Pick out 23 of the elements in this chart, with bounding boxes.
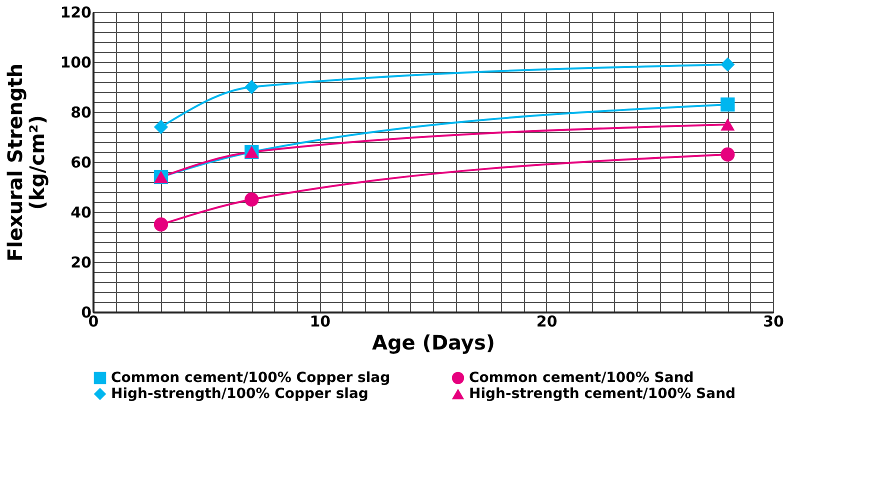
point bbox=[720, 57, 735, 72]
y-tick-label: 80 bbox=[70, 104, 92, 122]
legend-label: High-strength/100% Copper slag bbox=[111, 386, 368, 402]
x-tick-label: 30 bbox=[763, 312, 784, 330]
point bbox=[244, 192, 259, 207]
y-tick-label: 120 bbox=[60, 4, 92, 22]
y-axis-title: Flexural Strength (kg/cm²) bbox=[3, 63, 50, 262]
legend-label: Common cement/100% Sand bbox=[469, 370, 694, 386]
y-tick-label: 40 bbox=[70, 204, 92, 222]
x-tick-label: 20 bbox=[536, 312, 558, 330]
point bbox=[154, 217, 168, 232]
point bbox=[720, 147, 735, 162]
y-tick-label: 100 bbox=[60, 54, 92, 72]
y-tick-label: 20 bbox=[70, 254, 92, 272]
point bbox=[244, 80, 259, 94]
y-tick-label: 60 bbox=[70, 154, 92, 172]
legend-label: High-strength cement/100% Sand bbox=[469, 386, 736, 402]
x-axis-title: Age (Days) bbox=[372, 330, 496, 354]
point bbox=[720, 118, 735, 131]
x-tick-label: 10 bbox=[310, 312, 331, 330]
legend-label: Common cement/100% Copper slag bbox=[111, 370, 390, 386]
point bbox=[154, 120, 168, 134]
point bbox=[720, 97, 735, 112]
